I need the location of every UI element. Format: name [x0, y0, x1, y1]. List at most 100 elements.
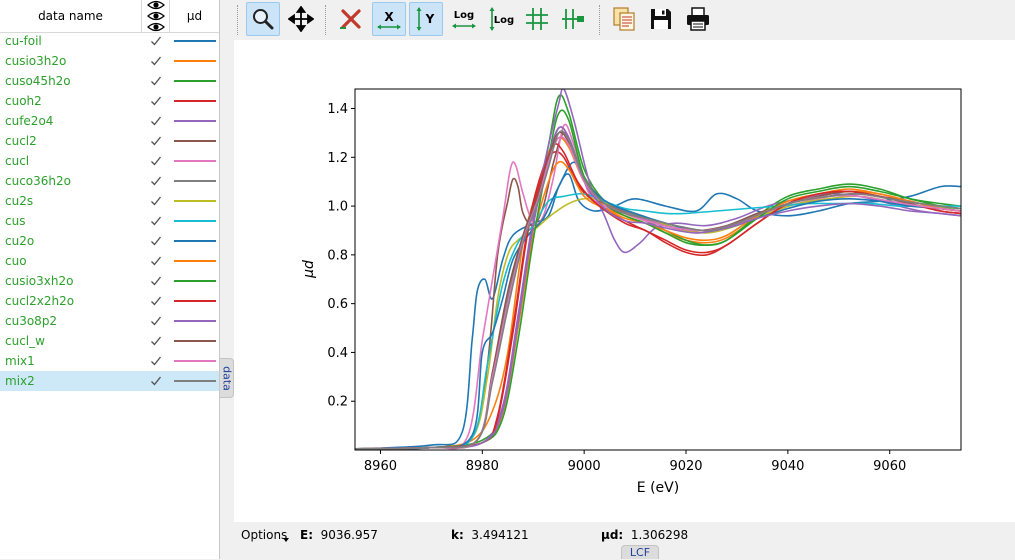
data-panel: data name μd cu-foil cusio3h2o cuso45h2o cu… — [0, 0, 220, 559]
line-color-swatch[interactable] — [174, 300, 216, 302]
list-item[interactable]: cufe2o4 — [0, 111, 219, 131]
list-item[interactable]: cu2o — [0, 231, 219, 251]
list-item[interactable]: cuso45h2o — [0, 71, 219, 91]
toolbar-separator — [237, 5, 238, 35]
checkmark-icon[interactable] — [150, 35, 162, 47]
copy-button[interactable] — [607, 2, 641, 36]
series-line-8 — [355, 126, 961, 450]
checkmark-icon[interactable] — [150, 155, 162, 167]
line-color-swatch[interactable] — [174, 60, 216, 62]
data-name-label: cucl2x2h2o — [5, 294, 75, 308]
y-tick-label: 0.8 — [327, 248, 348, 263]
log-x-button[interactable]: Log — [447, 2, 481, 36]
checkmark-icon[interactable] — [150, 335, 162, 347]
y-tick-label: 1.2 — [327, 151, 348, 166]
checkmark-icon[interactable] — [150, 195, 162, 207]
y-axis-label: μd — [301, 260, 317, 279]
line-color-swatch[interactable] — [174, 200, 216, 202]
list-item[interactable]: cu3o8p2 — [0, 311, 219, 331]
checkmark-icon[interactable] — [150, 375, 162, 387]
column-header-mu[interactable]: μd — [186, 9, 203, 23]
list-item[interactable]: cuo — [0, 251, 219, 271]
line-color-swatch[interactable] — [174, 260, 216, 262]
y-axis-button[interactable]: Y — [409, 2, 443, 36]
list-item[interactable]: cuoh2 — [0, 91, 219, 111]
checkmark-icon[interactable] — [150, 275, 162, 287]
line-color-swatch[interactable] — [174, 100, 216, 102]
y-tick-label: 0.6 — [327, 297, 348, 312]
line-color-swatch[interactable] — [174, 320, 216, 322]
line-color-swatch[interactable] — [174, 280, 216, 282]
line-color-swatch[interactable] — [174, 40, 216, 42]
line-color-swatch[interactable] — [174, 140, 216, 142]
mu-label: μd: — [601, 528, 624, 542]
plot-canvas[interactable]: 8960 8980 9000 9020 9040 9060 0.2 0.4 0.6 0.8 1.0… — [234, 40, 1015, 522]
checkmark-icon[interactable] — [150, 115, 162, 127]
series-line-5 — [355, 89, 961, 450]
list-item[interactable]: cu-foil — [0, 31, 219, 51]
checkmark-icon[interactable] — [150, 75, 162, 87]
line-color-swatch[interactable] — [174, 380, 216, 382]
checkmark-icon[interactable] — [150, 95, 162, 107]
list-item[interactable]: cucl2 — [0, 131, 219, 151]
pan-button[interactable] — [284, 2, 318, 36]
list-item[interactable]: cusio3xh2o — [0, 271, 219, 291]
line-color-swatch[interactable] — [174, 180, 216, 182]
checkmark-icon[interactable] — [150, 135, 162, 147]
xas-chart[interactable]: 8960 8980 9000 9020 9040 9060 0.2 0.4 0.6 0.8 1.0… — [234, 40, 1015, 522]
line-color-swatch[interactable] — [174, 220, 216, 222]
checkmark-icon[interactable] — [150, 175, 162, 187]
toolbar-separator — [325, 5, 326, 35]
list-item[interactable]: mix2 — [0, 371, 219, 391]
checkmark-icon[interactable] — [150, 255, 162, 267]
zoom-button[interactable] — [246, 2, 280, 36]
data-name-label: cu3o8p2 — [5, 314, 58, 328]
toolbar-separator — [599, 5, 600, 35]
marker-button[interactable] — [556, 2, 590, 36]
checkmark-icon[interactable] — [150, 235, 162, 247]
x-axis-button[interactable]: X — [372, 2, 406, 36]
options-button[interactable]: Options — [241, 528, 288, 542]
data-name-label: cuco36h2o — [5, 174, 71, 188]
line-color-swatch[interactable] — [174, 340, 216, 342]
series-line-15 — [355, 126, 961, 450]
data-name-label: cuoh2 — [5, 94, 42, 108]
save-icon — [651, 9, 671, 29]
line-color-swatch[interactable] — [174, 240, 216, 242]
list-item[interactable]: cucl — [0, 151, 219, 171]
log-y-button[interactable]: Log — [484, 2, 518, 36]
checkmark-icon[interactable] — [150, 295, 162, 307]
list-item[interactable]: cucl2x2h2o — [0, 291, 219, 311]
line-color-swatch[interactable] — [174, 120, 216, 122]
grid-icon — [526, 8, 548, 30]
energy-label: E: — [300, 528, 313, 542]
lcf-tab[interactable]: LCF — [621, 545, 659, 559]
chevron-down-icon[interactable] — [283, 538, 289, 542]
eye-icon — [147, 11, 165, 21]
checkmark-icon[interactable] — [150, 55, 162, 67]
line-color-swatch[interactable] — [174, 160, 216, 162]
checkmark-icon[interactable] — [150, 315, 162, 327]
list-item[interactable]: cuco36h2o — [0, 171, 219, 191]
list-item[interactable]: cus — [0, 211, 219, 231]
eye-icon — [147, 22, 165, 32]
grid-button[interactable] — [520, 2, 554, 36]
save-button[interactable] — [644, 2, 678, 36]
checkmark-icon[interactable] — [150, 215, 162, 227]
column-header-name[interactable]: data name — [0, 0, 142, 33]
y-tick-label: 1.4 — [327, 102, 348, 117]
x-tick-label: 8960 — [364, 459, 397, 474]
dock-tab-data[interactable]: data — [220, 358, 234, 398]
print-icon — [687, 7, 709, 31]
list-item[interactable]: cucl_w — [0, 331, 219, 351]
column-header-visibility[interactable] — [142, 0, 170, 33]
checkmark-icon[interactable] — [150, 355, 162, 367]
line-color-swatch[interactable] — [174, 80, 216, 82]
series-line-6 — [355, 132, 961, 450]
print-button[interactable] — [681, 2, 715, 36]
list-item[interactable]: mix1 — [0, 351, 219, 371]
list-item[interactable]: cu2s — [0, 191, 219, 211]
clear-button[interactable] — [334, 2, 368, 36]
list-item[interactable]: cusio3h2o — [0, 51, 219, 71]
line-color-swatch[interactable] — [174, 360, 216, 362]
